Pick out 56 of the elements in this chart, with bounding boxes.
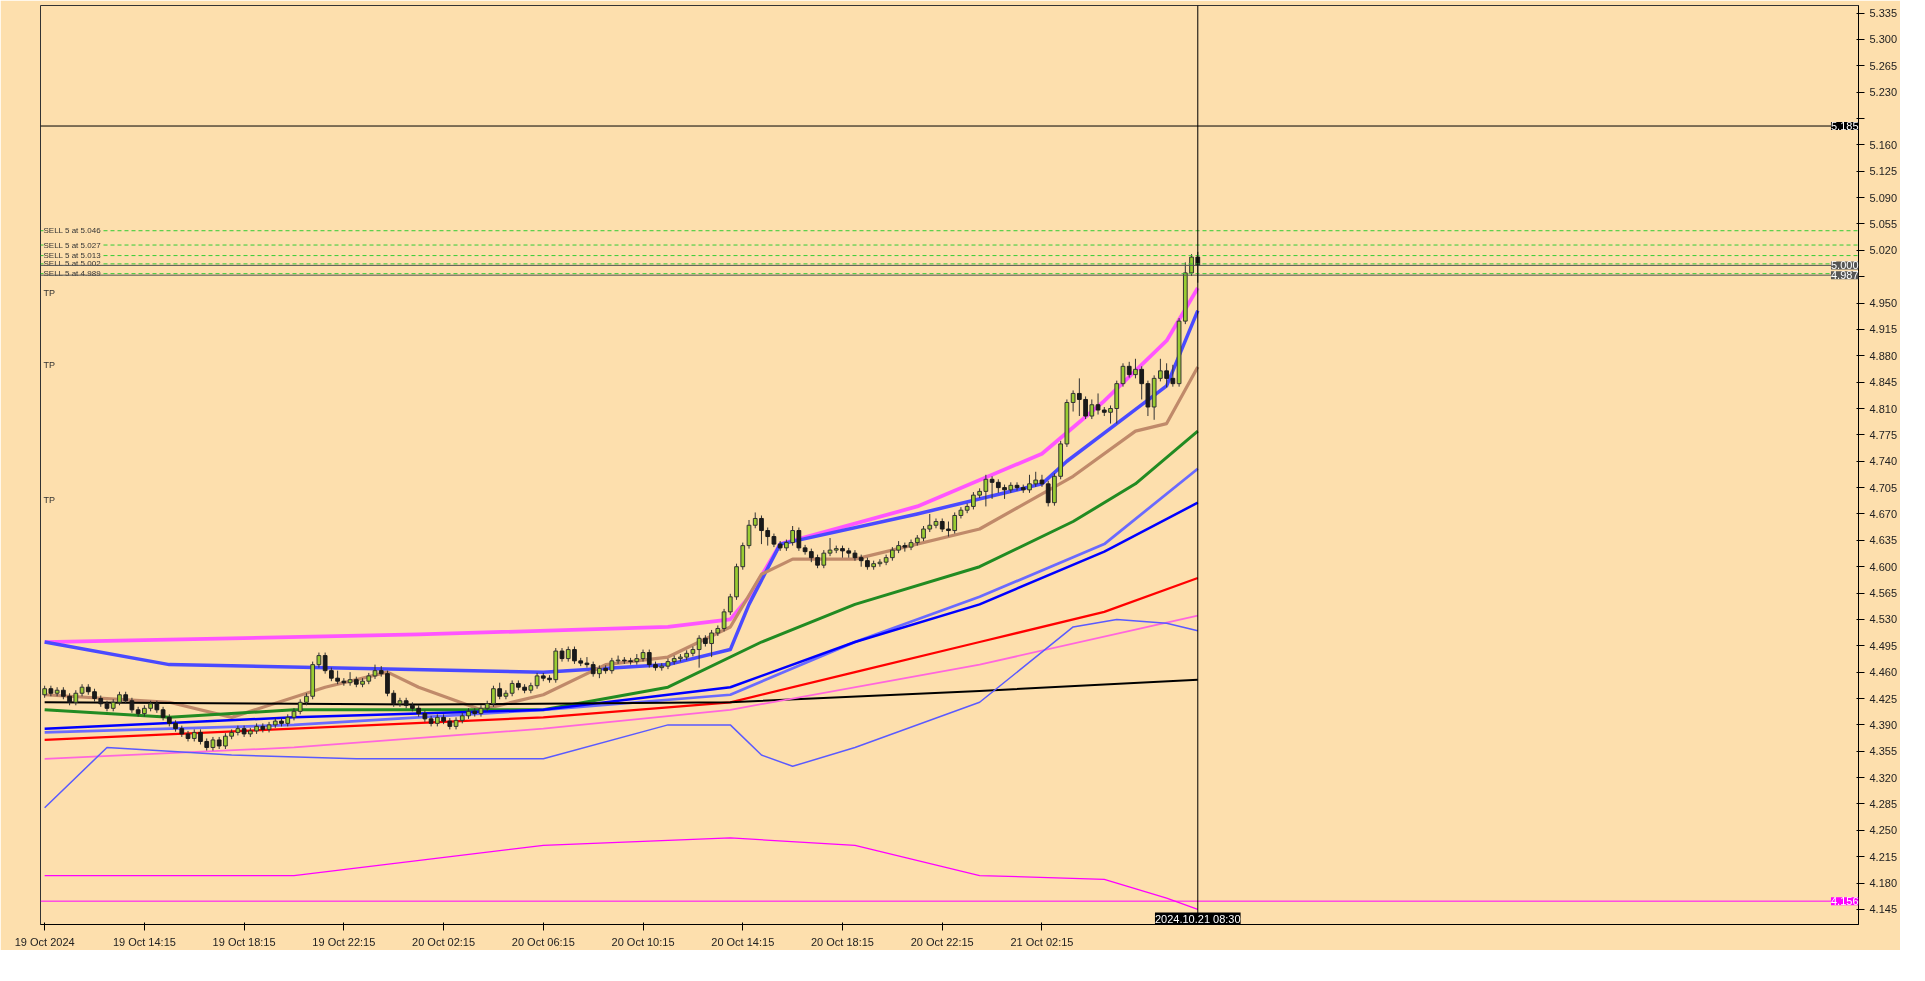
x-tick-label: 19 Oct 2024 bbox=[14, 935, 75, 948]
y-tick-label: 4.775 bbox=[1869, 428, 1898, 441]
y-tick-label: 4.425 bbox=[1869, 692, 1898, 705]
x-tick-label: 20 Oct 14:15 bbox=[711, 935, 775, 948]
ref-line-label: 4.156 bbox=[1830, 895, 1859, 908]
x-tick-label: 20 Oct 02:15 bbox=[412, 935, 476, 948]
y-tick-label: 4.810 bbox=[1869, 402, 1898, 415]
ref-line-label: 2024.10.21 08:30 bbox=[1154, 912, 1241, 925]
x-tick-label: 20 Oct 22:15 bbox=[910, 935, 974, 948]
y-tick-label: 5.335 bbox=[1869, 7, 1898, 20]
y-tick-label: 4.355 bbox=[1869, 745, 1898, 758]
y-tick-label: 5.160 bbox=[1869, 138, 1898, 151]
ref-line-label: SELL 5 at 5.013 bbox=[43, 251, 102, 261]
x-tick-label: 20 Oct 18:15 bbox=[811, 935, 874, 948]
y-tick-label: 4.950 bbox=[1869, 297, 1898, 310]
annotation: TP bbox=[43, 494, 56, 505]
y-tick-label: 5.125 bbox=[1869, 165, 1898, 178]
y-tick-label: 4.495 bbox=[1869, 639, 1898, 652]
x-tick-label: 21 Oct 02:15 bbox=[1010, 935, 1074, 948]
y-tick-label: 4.180 bbox=[1869, 877, 1898, 890]
y-tick-label: 4.530 bbox=[1869, 613, 1898, 626]
ref-line-label: SELL 5 at 5.046 bbox=[43, 226, 102, 236]
y-tick-label: 4.670 bbox=[1869, 507, 1898, 520]
y-tick-label: 4.215 bbox=[1869, 850, 1898, 863]
y-tick-label: 5.230 bbox=[1869, 86, 1898, 99]
annotation: TP bbox=[43, 359, 56, 370]
ref-line-label: 5.000 bbox=[1830, 259, 1859, 272]
y-tick-label: 4.390 bbox=[1869, 718, 1898, 731]
ref-line-label: 5.185 bbox=[1830, 120, 1859, 133]
y-tick-label: 4.740 bbox=[1869, 455, 1898, 468]
y-tick-label: 4.460 bbox=[1869, 666, 1898, 679]
y-tick-label: 4.635 bbox=[1869, 534, 1898, 547]
y-tick-label: 5.265 bbox=[1869, 59, 1898, 72]
y-tick-label: 4.915 bbox=[1869, 323, 1898, 336]
y-tick-label: 5.055 bbox=[1869, 217, 1898, 230]
x-tick-label: 19 Oct 14:15 bbox=[112, 935, 176, 948]
y-tick-label: 4.145 bbox=[1869, 903, 1898, 916]
y-tick-label: 4.250 bbox=[1869, 824, 1898, 837]
y-tick-label: 5.300 bbox=[1869, 33, 1898, 46]
y-tick-label: 4.320 bbox=[1869, 771, 1898, 784]
y-tick-label: 4.285 bbox=[1869, 797, 1898, 810]
ref-line-label: SELL 5 at 4.989 bbox=[43, 269, 102, 279]
ref-line-label: SELL 5 at 5.027 bbox=[43, 240, 102, 250]
y-tick-label: 4.705 bbox=[1869, 481, 1898, 494]
y-tick-label: 4.565 bbox=[1869, 587, 1898, 600]
y-tick-label: 5.020 bbox=[1869, 244, 1898, 257]
x-tick-label: 20 Oct 06:15 bbox=[511, 935, 575, 948]
y-tick-label: 4.880 bbox=[1869, 349, 1898, 362]
annotation: TP bbox=[43, 287, 56, 298]
y-tick-label: 4.845 bbox=[1869, 376, 1898, 389]
ref-line-label: 4.987 bbox=[1830, 269, 1859, 282]
y-tick-label: 5.090 bbox=[1869, 191, 1898, 204]
x-tick-label: 19 Oct 18:15 bbox=[212, 935, 276, 948]
x-tick-label: 20 Oct 10:15 bbox=[611, 935, 675, 948]
x-tick-label: 19 Oct 22:15 bbox=[312, 935, 376, 948]
y-tick-label: 4.600 bbox=[1869, 560, 1898, 573]
